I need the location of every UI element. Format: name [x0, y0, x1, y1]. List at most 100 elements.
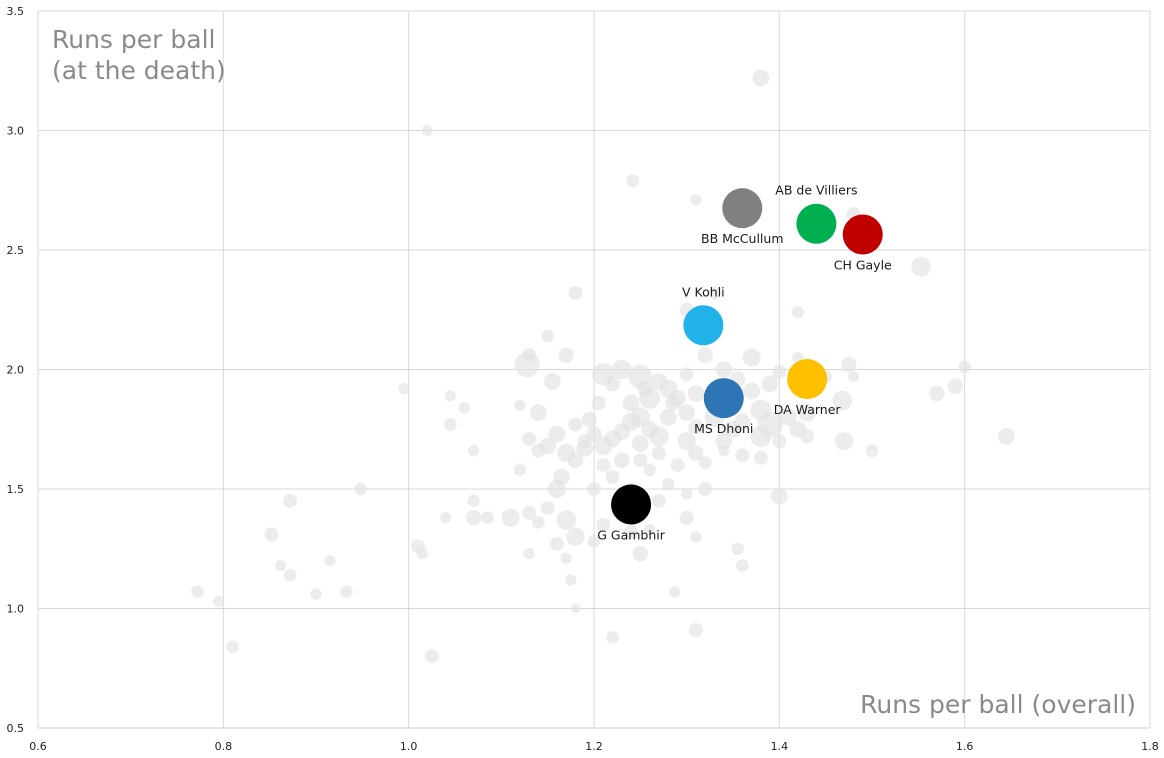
background-point: [841, 357, 857, 373]
background-point: [522, 431, 537, 446]
background-point: [780, 408, 797, 426]
x-tick-label: 1.2: [585, 740, 603, 753]
background-point: [522, 505, 537, 520]
background-point: [568, 417, 583, 432]
x-tick-label: 1.0: [400, 740, 418, 753]
player-point: [796, 203, 837, 244]
background-point: [310, 588, 322, 600]
background-point: [659, 408, 677, 426]
background-point: [340, 585, 353, 599]
background-point: [632, 545, 649, 562]
background-point: [687, 385, 705, 402]
background-point: [444, 390, 456, 402]
y-tick-label: 2.0: [7, 364, 25, 377]
background-point: [532, 516, 545, 529]
background-point: [606, 630, 619, 644]
x-tick-label: 0.6: [29, 740, 47, 753]
background-point: [724, 420, 742, 438]
background-point: [591, 395, 606, 410]
background-point: [557, 444, 576, 463]
background-point: [570, 603, 581, 614]
background-point: [514, 352, 540, 378]
background-point: [398, 383, 410, 395]
background-point: [715, 432, 733, 450]
background-point: [679, 367, 694, 382]
x-tick-label: 1.6: [956, 740, 974, 753]
background-point: [523, 547, 535, 560]
background-point: [501, 508, 520, 527]
y-tick-label: 3.0: [7, 125, 25, 138]
y-tick-label: 2.5: [7, 244, 25, 257]
background-point: [558, 347, 574, 363]
background-point: [465, 509, 482, 526]
background-point: [531, 443, 546, 458]
background-point: [458, 402, 470, 414]
background-point: [549, 536, 564, 551]
background-point: [587, 535, 601, 548]
background-point: [997, 428, 1015, 445]
background-point: [651, 446, 666, 461]
background-point: [612, 359, 632, 380]
x-tick-label: 1.8: [1141, 740, 1159, 753]
player-point: [683, 305, 724, 346]
y-tick-label: 1.0: [7, 603, 25, 616]
background-point: [677, 432, 696, 451]
background-point: [421, 124, 433, 137]
player-point: [842, 214, 883, 255]
background-point: [753, 450, 768, 465]
background-point: [543, 373, 561, 390]
player-point: [722, 188, 763, 229]
background-point: [715, 361, 733, 378]
background-point: [832, 390, 853, 411]
background-point: [275, 559, 287, 572]
background-point: [929, 385, 945, 402]
background-point: [283, 493, 298, 508]
background-point: [324, 555, 336, 567]
background-point: [481, 511, 494, 524]
background-point: [283, 568, 297, 582]
player-label: BB McCullum: [701, 231, 783, 246]
y-tick-label: 0.5: [7, 722, 25, 735]
background-point: [594, 436, 613, 456]
background-point: [865, 444, 879, 458]
player-label: V Kohli: [682, 284, 725, 299]
x-tick-label: 0.8: [215, 740, 233, 753]
background-point: [556, 510, 576, 530]
background-point: [541, 329, 554, 343]
background-point: [622, 394, 640, 412]
background-point: [770, 487, 788, 505]
background-point: [548, 425, 566, 443]
player-point: [787, 359, 828, 400]
background-point: [718, 445, 730, 457]
background-point: [958, 360, 971, 374]
background-point: [650, 373, 668, 390]
background-point: [665, 395, 681, 411]
player-label: DA Warner: [774, 402, 842, 417]
background-point: [742, 348, 761, 367]
background-point: [679, 510, 694, 525]
background-point: [644, 524, 656, 536]
background-point: [444, 418, 457, 431]
background-point: [698, 482, 713, 496]
background-point: [681, 488, 693, 500]
background-point: [847, 371, 860, 383]
background-point: [772, 434, 787, 449]
background-point: [791, 305, 805, 319]
background-point: [596, 517, 611, 532]
y-tick-label: 1.5: [7, 483, 25, 496]
background-point: [688, 445, 704, 461]
background-point: [226, 640, 239, 654]
background-point: [626, 174, 640, 187]
background-point: [568, 286, 583, 301]
background-point: [577, 434, 592, 449]
background-point: [697, 347, 713, 363]
background-point: [560, 552, 572, 564]
background-point: [581, 411, 598, 428]
background-point: [440, 512, 452, 524]
background-point: [633, 453, 648, 468]
background-point: [947, 378, 964, 394]
background-point: [752, 69, 770, 87]
background-point: [731, 542, 744, 556]
background-point: [835, 432, 854, 451]
